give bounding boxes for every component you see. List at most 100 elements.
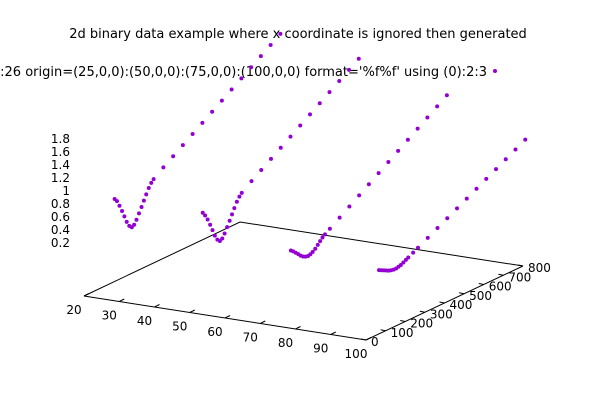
data-point — [146, 185, 151, 190]
y-tick-mark — [360, 338, 367, 341]
data-point — [315, 242, 320, 247]
data-point — [210, 228, 215, 233]
data-point — [139, 204, 144, 209]
z-tick-label: 0.8 — [51, 197, 70, 211]
data-point — [327, 90, 332, 95]
x-tick-mark — [224, 315, 231, 319]
x-tick-mark — [295, 326, 301, 330]
data-point — [323, 232, 327, 237]
data-point — [474, 186, 479, 191]
y-tick-label: 800 — [528, 261, 551, 275]
data-point — [278, 145, 283, 150]
data-point — [425, 115, 430, 120]
data-point — [494, 167, 498, 172]
y-tick-mark — [400, 320, 406, 322]
data-point — [398, 262, 403, 267]
y-tick-label: 700 — [508, 270, 531, 284]
data-point — [141, 198, 146, 203]
data-point — [416, 245, 420, 250]
data-point — [232, 206, 237, 211]
data-point — [327, 226, 332, 231]
data-point — [347, 67, 351, 72]
data-point — [203, 213, 208, 218]
data-point — [425, 235, 430, 240]
data-point — [268, 43, 273, 47]
data-point — [278, 31, 283, 36]
x-tick-label: 90 — [313, 342, 328, 356]
z-tick-label: 1.2 — [51, 171, 70, 185]
y-tick-label: 600 — [489, 280, 512, 294]
chart-title: 2d binary data example where x coordinat… — [69, 27, 527, 42]
data-point — [208, 222, 213, 227]
x-axis-ticks: 20 30 40 50 60 70 80 90 100 — [66, 293, 372, 361]
data-point — [210, 109, 215, 114]
data-point — [386, 160, 391, 164]
data-point — [337, 215, 342, 220]
data-point — [288, 134, 293, 139]
data-point — [376, 171, 381, 176]
data-point — [212, 233, 217, 238]
y-tick-mark — [459, 292, 465, 295]
z-axis-ticks: 0.20.40.60.811.21.41.61.8 — [51, 132, 70, 250]
y-tick-label: 100 — [391, 326, 414, 340]
data-point — [151, 177, 156, 182]
data-point — [124, 219, 129, 224]
legend-marker — [493, 69, 497, 73]
data-point — [122, 214, 127, 219]
legend-label: record=30:30:29:26 origin=(25,0,0):(50,0… — [0, 65, 487, 80]
data-point — [435, 226, 440, 231]
x-tick-mark — [330, 331, 336, 335]
data-point — [310, 249, 315, 254]
x-tick-label: 60 — [207, 325, 222, 339]
axis-back-edges — [83, 221, 524, 297]
data-point — [396, 148, 401, 153]
data-point — [117, 203, 122, 208]
data-point — [415, 126, 420, 131]
data-point — [401, 260, 406, 265]
y-tick-label: 500 — [469, 289, 492, 303]
x-tick-label: 80 — [278, 336, 293, 350]
z-tick-label: 1.4 — [51, 158, 70, 172]
data-point — [308, 112, 312, 117]
z-tick-label: 0.4 — [51, 223, 70, 237]
data-point — [411, 250, 416, 255]
data-point — [180, 143, 185, 148]
y-tick-label: 300 — [430, 307, 453, 321]
data-point — [239, 76, 244, 81]
data-point — [149, 180, 154, 185]
data-point — [114, 199, 119, 204]
z-tick-label: 0.6 — [51, 210, 70, 224]
data-point — [161, 165, 166, 170]
data-point — [318, 239, 323, 244]
data-point — [435, 104, 440, 109]
data-point — [227, 218, 232, 223]
data-point — [258, 54, 263, 59]
z-tick-label: 1 — [62, 184, 70, 198]
data-point — [249, 65, 254, 70]
z-tick-label: 1.6 — [51, 145, 70, 159]
data-point — [484, 176, 489, 181]
data-point — [234, 199, 239, 204]
z-tick-label: 0.2 — [51, 236, 70, 250]
y-tick-label: 200 — [410, 317, 433, 331]
x-tick-mark — [83, 293, 90, 297]
data-point — [132, 222, 137, 227]
data-point — [317, 101, 322, 106]
data-point — [347, 204, 352, 209]
y-tick-mark — [439, 301, 445, 304]
y-tick-mark — [380, 329, 386, 332]
data-point — [219, 98, 224, 103]
data-point — [237, 194, 242, 199]
data-point — [200, 210, 205, 215]
y-tick-label: 400 — [450, 298, 473, 312]
x-tick-mark — [154, 304, 160, 308]
data-point — [357, 193, 362, 198]
data-point — [200, 120, 205, 125]
z-tick-label: 1.8 — [51, 132, 70, 146]
data-point — [513, 147, 518, 152]
data-point — [137, 211, 141, 216]
data-point — [220, 236, 225, 241]
data-point — [464, 196, 469, 201]
